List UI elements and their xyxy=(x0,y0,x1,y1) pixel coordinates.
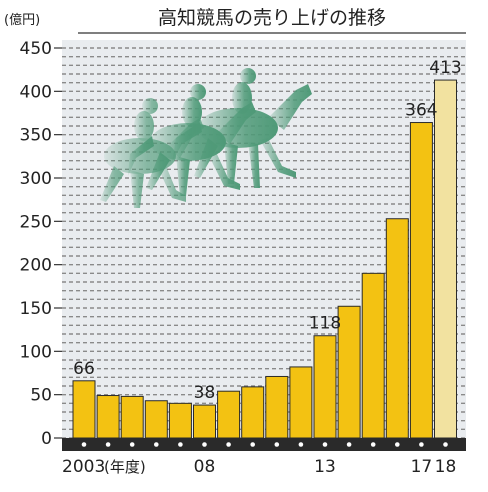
bar-2014 xyxy=(337,305,361,439)
x-tick-dot xyxy=(443,442,448,447)
x-tick-dot xyxy=(81,442,87,447)
bar-2017 xyxy=(409,122,433,439)
x-tick-label: 13 xyxy=(314,457,336,477)
y-tick-label: 250 xyxy=(20,212,52,232)
x-tick-dot xyxy=(226,442,231,447)
bar-2016 xyxy=(385,218,409,439)
x-axis-note: (年度) xyxy=(104,458,146,476)
bar-2011 xyxy=(265,375,289,439)
x-tick-dot xyxy=(395,442,400,447)
bar-2008 xyxy=(193,404,216,439)
x-tick-label: 2003 xyxy=(62,457,105,477)
y-tick-label: 400 xyxy=(20,82,52,102)
horse-racing-illustration xyxy=(100,68,312,208)
x-axis-bar xyxy=(62,438,466,451)
data-labels: 66 38 118 364 413 xyxy=(73,58,462,403)
x-tick-dot xyxy=(419,442,424,447)
x-tick-dot xyxy=(154,442,159,447)
x-tick-dot xyxy=(370,442,376,447)
chart-title: 高知競馬の売り上げの推移 xyxy=(158,7,386,29)
data-label: 364 xyxy=(405,101,437,121)
bar-2013 xyxy=(313,335,337,439)
y-tick-label: 50 xyxy=(30,386,52,406)
bar-2005 xyxy=(120,395,144,439)
y-tick-label: 100 xyxy=(20,342,52,362)
bar-2015 xyxy=(361,272,385,439)
y-unit-label: (億円) xyxy=(4,12,40,28)
bars xyxy=(72,79,457,439)
bar-2006 xyxy=(144,400,168,439)
x-axis: 2003 08 13 17 18 xyxy=(62,438,466,477)
bar-2010 xyxy=(241,386,265,439)
bar-2004 xyxy=(96,395,120,439)
x-tick-label: 08 xyxy=(194,457,216,477)
x-tick-label: 18 xyxy=(435,457,457,477)
x-tick-dot xyxy=(274,442,280,447)
bar-2012 xyxy=(289,366,313,439)
y-tick-label: 150 xyxy=(20,299,52,319)
y-tick-labels: 0 50 100 150 200 250 300 350 400 450 xyxy=(20,39,62,449)
y-tick-label: 300 xyxy=(20,169,52,189)
x-tick-dot xyxy=(298,442,304,447)
x-tick-dot xyxy=(178,442,183,447)
data-label: 413 xyxy=(429,58,461,78)
bar-2018 xyxy=(434,79,457,439)
x-tick-label: 17 xyxy=(411,457,433,477)
y-tick-label: 450 xyxy=(20,39,52,59)
bar-2009 xyxy=(217,390,241,439)
x-tick-dot xyxy=(202,442,207,447)
x-tick-dot xyxy=(129,442,135,447)
bar-2003 xyxy=(72,380,96,439)
x-tick-dot xyxy=(250,442,255,447)
bar-2007 xyxy=(168,402,192,439)
y-tick-label: 200 xyxy=(20,256,52,276)
y-tick-label: 0 xyxy=(41,429,52,449)
y-tick-label: 350 xyxy=(20,126,52,146)
x-tick-dot xyxy=(346,442,352,447)
x-tick-dot xyxy=(322,442,328,447)
data-label: 118 xyxy=(309,314,341,334)
x-tick-dot xyxy=(105,442,111,447)
data-label: 66 xyxy=(73,359,95,379)
data-label: 38 xyxy=(194,383,216,403)
